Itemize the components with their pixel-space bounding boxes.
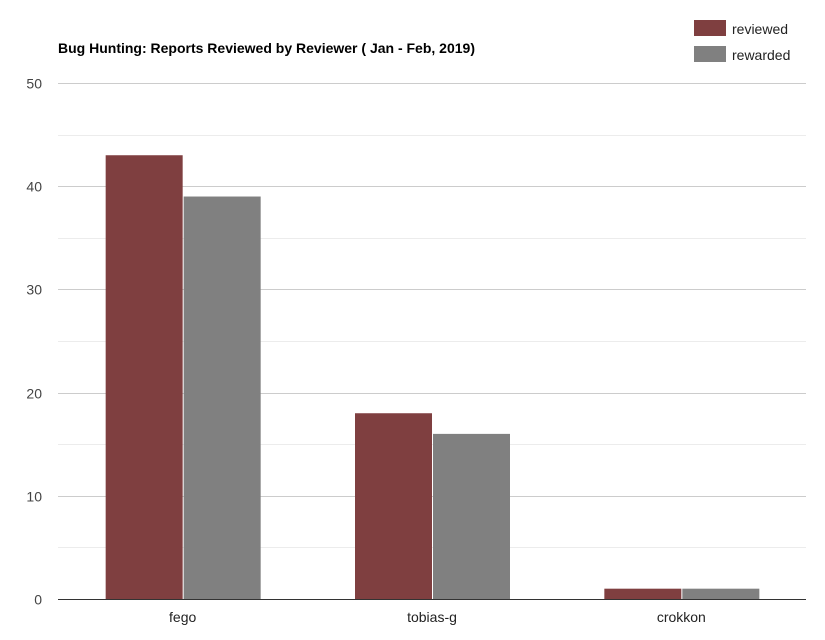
bar-reviewed-fego (105, 155, 183, 600)
y-tick-label: 0 (34, 592, 42, 608)
legend-label-rewarded: rewarded (732, 47, 790, 63)
x-category-label: fego (169, 609, 196, 625)
x-category-label: crokkon (657, 609, 706, 625)
y-axis-ticks: 0 10 20 30 40 50 (26, 76, 42, 608)
legend-label-reviewed: reviewed (732, 21, 788, 37)
y-tick-label: 20 (26, 386, 42, 402)
bar-rewarded-fego (183, 196, 261, 599)
bar-rewarded-tobias-g (433, 433, 510, 599)
legend: reviewed rewarded (694, 20, 790, 63)
y-tick-label: 50 (26, 76, 42, 92)
bars (105, 155, 760, 600)
bar-reviewed-tobias-g (355, 413, 432, 599)
legend-swatch-rewarded (694, 46, 726, 62)
bar-reviewed-crokkon (604, 588, 682, 599)
y-tick-label: 10 (26, 489, 42, 505)
y-tick-label: 30 (26, 282, 42, 298)
x-category-label: tobias-g (407, 609, 457, 625)
y-tick-label: 40 (26, 179, 42, 195)
chart-title: Bug Hunting: Reports Reviewed by Reviewe… (58, 40, 475, 56)
legend-swatch-reviewed (694, 20, 726, 36)
x-axis: fego tobias-g crokkon (58, 599, 806, 625)
bar-rewarded-crokkon (682, 588, 760, 599)
